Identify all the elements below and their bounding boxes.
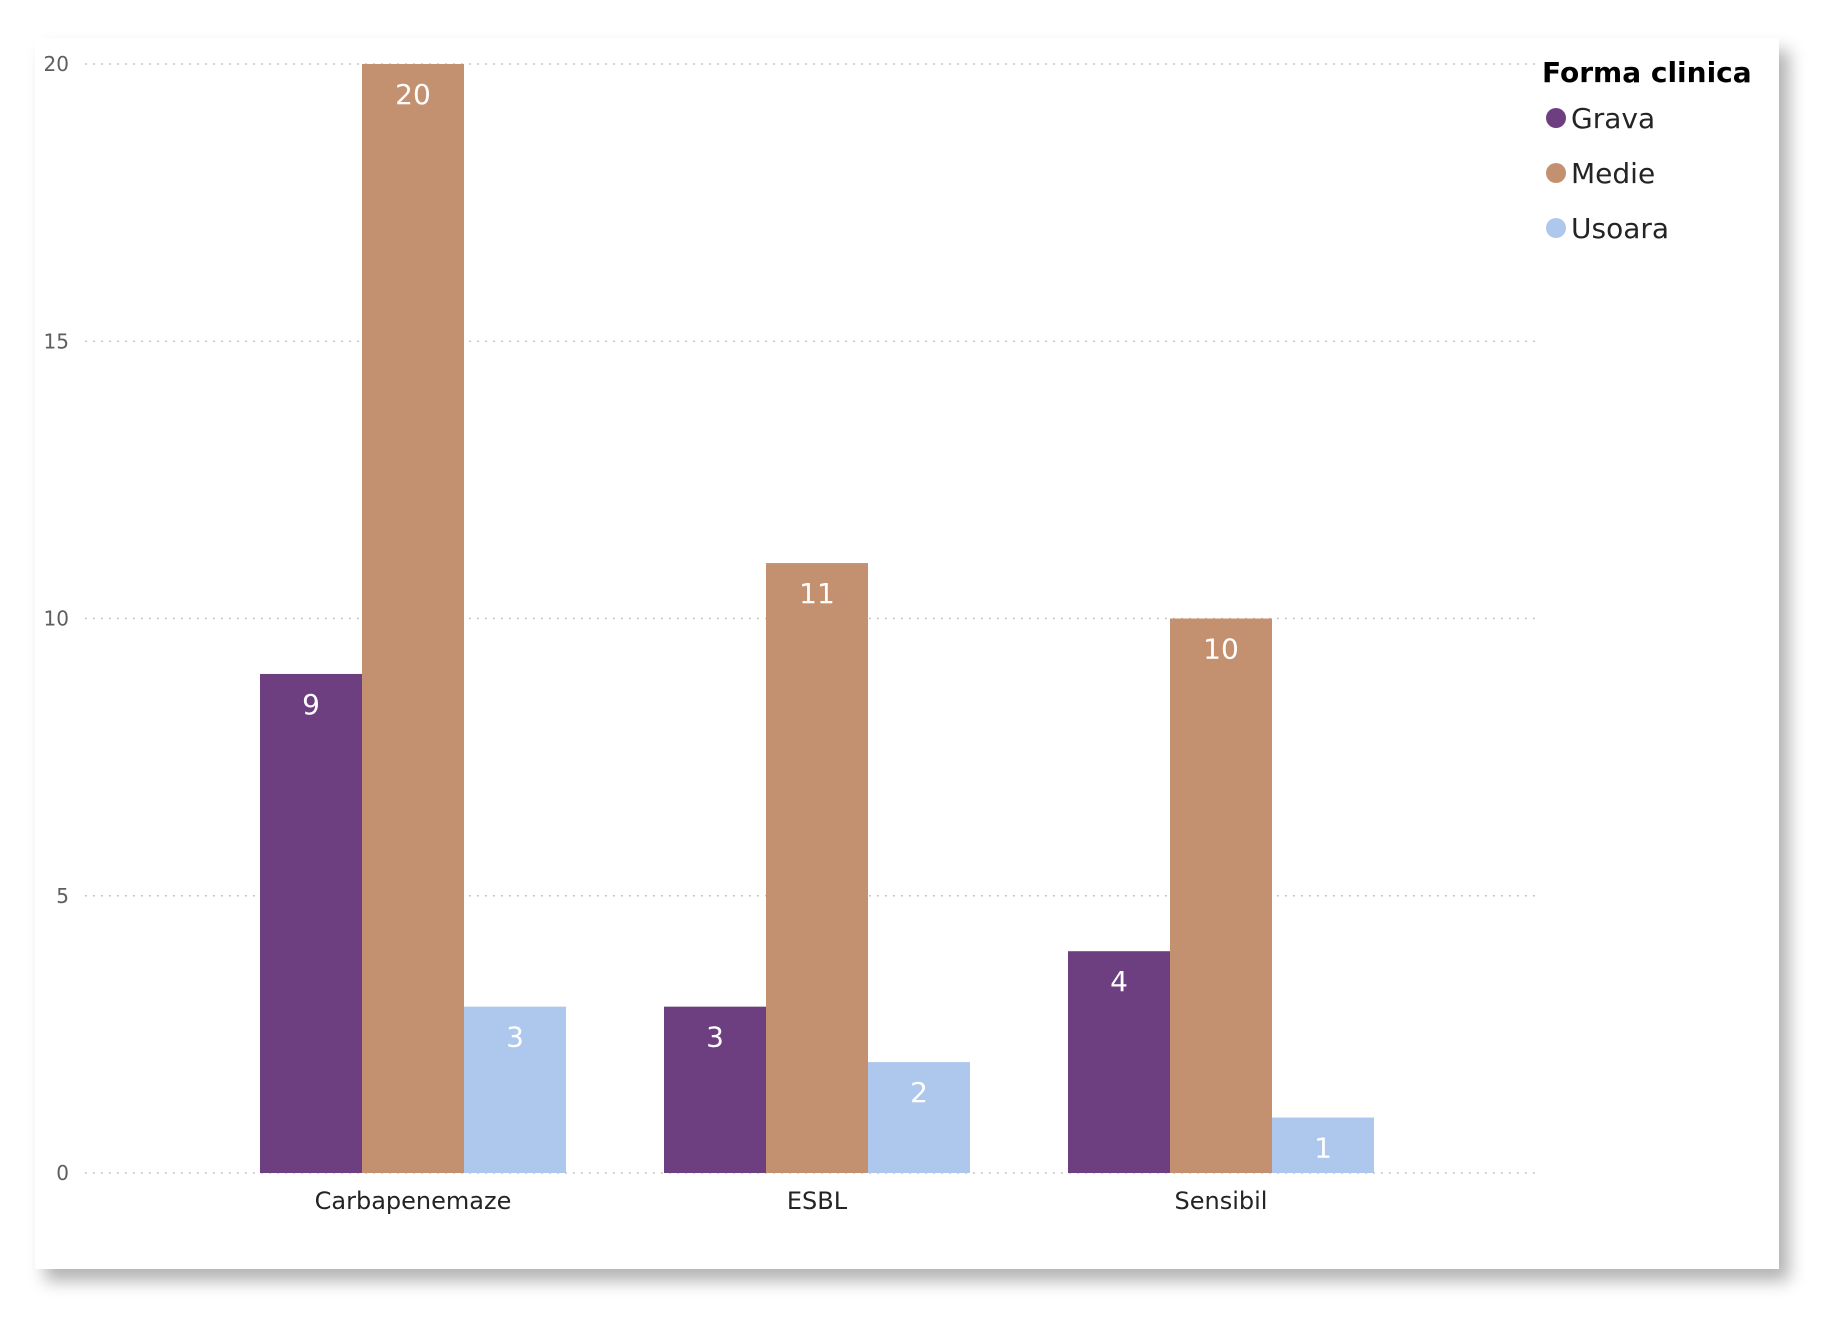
data-label: 4	[1110, 965, 1128, 998]
bar-medie-sensibil[interactable]	[1170, 618, 1272, 1174]
legend-marker-grava	[1546, 108, 1566, 128]
legend-marker-usoara	[1546, 218, 1566, 238]
bar-usoara-sensibil[interactable]	[1272, 1117, 1374, 1173]
bar-medie-carbapenemaze[interactable]	[362, 64, 464, 1173]
legend-marker-medie	[1546, 163, 1566, 183]
x-category-label: Sensibil	[1175, 1187, 1268, 1215]
legend-title: Forma clinica	[1542, 56, 1752, 89]
x-axis-categories: Carbapenemaze ESBL Sensibil	[315, 1187, 1268, 1215]
legend-item-grava[interactable]: Grava	[1571, 102, 1655, 135]
bars	[260, 64, 1374, 1173]
grouped-bar-chart: 0 5 10 15 20 9 20 3 3 11 2 4 10 1 Carbapenemaze ESBL S…	[44, 52, 1752, 1215]
x-category-label: Carbapenemaze	[315, 1187, 512, 1215]
data-label: 20	[395, 78, 431, 111]
chart-card: 0 5 10 15 20 9 20 3 3 11 2 4 10 1 Carbapenemaze ESBL S…	[35, 38, 1779, 1269]
x-category-label: ESBL	[787, 1187, 848, 1215]
y-tick-label: 20	[44, 52, 69, 76]
legend-item-usoara[interactable]: Usoara	[1571, 212, 1669, 245]
data-label: 9	[302, 688, 320, 721]
data-labels: 9 20 3 3 11 2 4 10 1	[302, 78, 1332, 1165]
bar-grava-sensibil[interactable]	[1068, 951, 1170, 1173]
data-label: 10	[1203, 633, 1239, 666]
data-label: 2	[910, 1076, 928, 1109]
bar-grava-esbl[interactable]	[664, 1006, 766, 1173]
data-label: 1	[1314, 1132, 1332, 1165]
y-axis-ticks: 0 5 10 15 20	[44, 52, 69, 1185]
data-label: 3	[506, 1021, 524, 1054]
y-tick-label: 0	[56, 1161, 69, 1185]
bar-medie-esbl[interactable]	[766, 563, 868, 1173]
y-tick-label: 10	[44, 607, 69, 631]
legend[interactable]: Forma clinica Grava Medie Usoara	[1542, 56, 1752, 245]
data-label: 3	[706, 1021, 724, 1054]
y-tick-label: 15	[44, 329, 69, 353]
data-label: 11	[799, 577, 835, 610]
bar-usoara-carbapenemaze[interactable]	[464, 1006, 566, 1173]
bar-grava-carbapenemaze[interactable]	[260, 673, 362, 1173]
bar-usoara-esbl[interactable]	[868, 1062, 970, 1173]
legend-item-medie[interactable]: Medie	[1571, 157, 1655, 190]
y-tick-label: 5	[56, 884, 69, 908]
